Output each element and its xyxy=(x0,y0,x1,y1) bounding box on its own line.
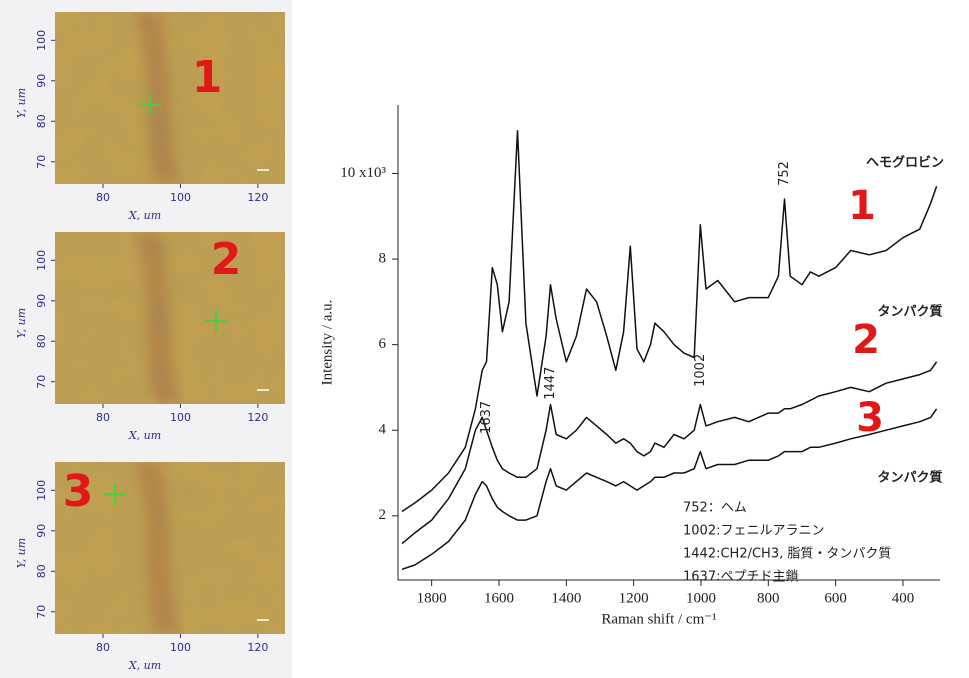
spectrum-line xyxy=(401,129,938,513)
x-tick-label: 100 xyxy=(170,191,191,204)
x-tick-label: 1400 xyxy=(551,590,581,606)
panel-label: 1 xyxy=(192,52,223,103)
x-tick-label: 1800 xyxy=(417,590,447,606)
y-tick-label: 100 xyxy=(35,480,48,501)
y-tick-label: 80 xyxy=(35,564,48,578)
peak-label: 1637 xyxy=(479,401,494,434)
y-tick-label: 90 xyxy=(35,294,48,308)
position-marker xyxy=(138,94,161,117)
x-axis-label: X, um xyxy=(128,429,161,442)
spectrum-line xyxy=(401,408,938,571)
tissue-band xyxy=(135,462,180,634)
y-tick-label: 2 xyxy=(379,507,387,523)
series-label: 3 xyxy=(856,395,884,441)
y-tick-label: 100 xyxy=(35,30,48,51)
tissue-band xyxy=(135,12,180,184)
peak-label: 1002 xyxy=(693,354,708,387)
note: 752：ヘム xyxy=(683,501,747,516)
series-label: 2 xyxy=(852,317,880,363)
x-tick-label: 1600 xyxy=(484,590,514,606)
x-tick-label: 400 xyxy=(892,590,915,606)
x-tick-label: 100 xyxy=(170,641,191,654)
peak-label: 752 xyxy=(777,161,792,186)
y-axis-label: Y, um xyxy=(15,308,28,338)
micrograph xyxy=(55,232,285,404)
note: 1002:フェニルアラニン xyxy=(683,524,824,539)
y-tick-label: 80 xyxy=(35,114,48,128)
x-tick-label: 120 xyxy=(247,411,268,424)
y-tick-label: 90 xyxy=(35,74,48,88)
note: 1442:CH2/CH3, 脂質・タンパク質 xyxy=(683,547,891,562)
y-tick-label: 80 xyxy=(35,334,48,348)
x-tick-label: 120 xyxy=(247,191,268,204)
x-tick-label: 80 xyxy=(96,191,110,204)
x-tick-label: 80 xyxy=(96,411,110,424)
x-tick-label: 120 xyxy=(247,641,268,654)
micrograph xyxy=(55,12,285,184)
annotation: タンパク質 xyxy=(877,304,942,320)
tissue-band xyxy=(135,232,180,404)
x-tick-label: 800 xyxy=(757,590,780,606)
annotation: ヘモグロビン xyxy=(866,155,944,171)
y-tick-label: 8 xyxy=(379,250,387,266)
panel-label: 3 xyxy=(63,466,94,517)
x-tick-label: 1000 xyxy=(686,590,716,606)
y-tick-label: 90 xyxy=(35,524,48,538)
annotation: タンパク質 xyxy=(877,470,942,486)
note: 1637:ペプチド主鎖 xyxy=(683,569,798,585)
y-tick-label: 70 xyxy=(35,375,48,389)
position-marker xyxy=(205,310,228,333)
series-label: 1 xyxy=(848,183,876,229)
spectrum-line xyxy=(401,361,938,545)
micrograph xyxy=(55,462,285,634)
y-tick-label: 6 xyxy=(379,336,387,352)
panel-label: 2 xyxy=(211,234,242,285)
x-tick-label: 600 xyxy=(824,590,847,606)
x-axis-label: X, um xyxy=(128,659,161,672)
y-axis-label: Y, um xyxy=(15,538,28,568)
y-tick-label: 70 xyxy=(35,605,48,619)
x-tick-label: 80 xyxy=(96,641,110,654)
x-axis-label: Raman shift / cm⁻¹ xyxy=(601,611,716,627)
y-tick-label: 100 xyxy=(35,250,48,271)
x-tick-label: 1200 xyxy=(619,590,649,606)
x-tick-label: 100 xyxy=(170,411,191,424)
y-tick-label: 70 xyxy=(35,155,48,169)
peak-label: 1447 xyxy=(543,367,558,400)
y-axis-label: Y, um xyxy=(15,88,28,118)
position-marker xyxy=(104,483,127,506)
x-axis-label: X, um xyxy=(128,209,161,222)
y-tick-label: 4 xyxy=(379,422,387,438)
y-tick-label: 10 x10³ xyxy=(340,165,386,181)
y-axis-label: Intensity / a.u. xyxy=(319,300,335,386)
